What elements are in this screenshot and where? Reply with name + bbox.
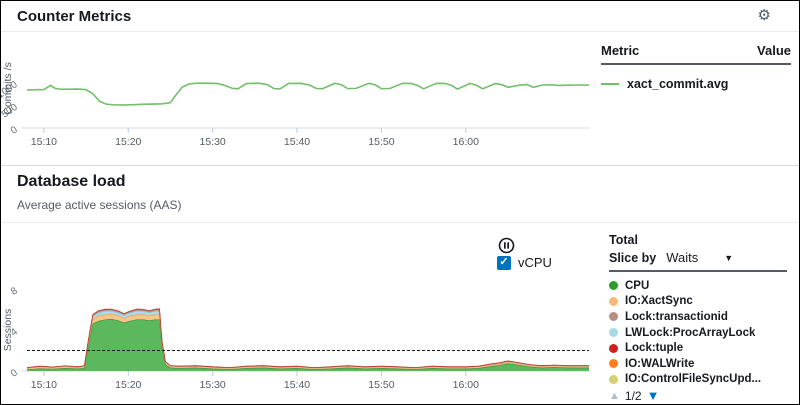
slice-by-label: Slice by [609, 250, 657, 265]
wait-legend-item[interactable]: LWLock:ProcArrayLock [609, 325, 787, 341]
wait-color-dot-icon [609, 374, 618, 384]
wait-label: IO:ControlFileSyncUpd... [625, 373, 762, 386]
counter-metrics-chart[interactable]: 15:10 15:20 15:30 15:40 15:50 16:0005001000Co… [1, 34, 601, 161]
database-load-subtitle: Average active sessions (AAS) [17, 198, 182, 212]
wait-color-dot-icon [609, 312, 618, 322]
page-indicator: 1/2 [624, 388, 642, 403]
wait-legend-item[interactable]: IO:XactSync [609, 294, 787, 310]
page-down-icon[interactable]: ▼ [646, 388, 660, 403]
svg-text:Sessions: Sessions [2, 309, 14, 352]
svg-text:15:20: 15:20 [115, 136, 141, 148]
slice-by-row: Slice by Waits ▼ [609, 250, 733, 265]
section-divider [1, 165, 799, 166]
wait-legend-item[interactable]: Lock:tuple [609, 340, 787, 356]
counter-legend-item[interactable]: xact_commit.avg [601, 77, 791, 91]
metric-column-header: Metric [601, 43, 640, 58]
wait-legend-item[interactable]: Lock:transactionid [609, 309, 787, 325]
wait-label: CPU [625, 279, 650, 292]
svg-text:4: 4 [9, 326, 20, 338]
svg-text:15:30: 15:30 [200, 136, 226, 148]
svg-text:0: 0 [9, 124, 20, 136]
svg-text:15:20: 15:20 [115, 379, 141, 391]
wait-color-dot-icon [609, 343, 618, 353]
wait-label: Lock:transactionid [625, 310, 728, 323]
svg-text:15:30: 15:30 [200, 379, 226, 391]
wait-legend-item[interactable]: IO:ControlFileSyncUpd... [609, 372, 787, 388]
wait-color-dot-icon [609, 328, 618, 338]
slice-by-select[interactable]: Waits ▼ [666, 250, 733, 265]
wait-label: Lock:tuple [625, 342, 684, 355]
svg-text:15:10: 15:10 [31, 136, 57, 148]
svg-text:16:00: 16:00 [453, 379, 479, 391]
wait-color-dot-icon [609, 281, 618, 291]
page-title: Counter Metrics [17, 8, 131, 26]
vcpu-toggle: ✓ vCPU [497, 255, 552, 270]
waits-legend: CPU IO:XactSync Lock:transactionid LWLock:P… [609, 278, 787, 387]
controls-underline [609, 270, 787, 272]
svg-text:15:40: 15:40 [284, 136, 310, 148]
value-column-header: Value [757, 43, 791, 58]
settings-gear-icon[interactable]: ⚙ [757, 7, 771, 24]
counter-legend-header: Metric Value [601, 43, 791, 65]
vcpu-label: vCPU [518, 255, 552, 270]
wait-legend-item[interactable]: IO:WALWrite [609, 356, 787, 372]
wait-legend-item[interactable]: CPU [609, 278, 787, 294]
database-load-chart[interactable]: 15:10 15:20 15:30 15:40 15:50 16:00 0 4 8 Session… [1, 273, 601, 405]
slice-by-value: Waits [666, 250, 699, 265]
svg-text:8: 8 [9, 285, 20, 297]
svg-text:15:50: 15:50 [368, 379, 394, 391]
wait-label: IO:XactSync [625, 295, 693, 308]
caret-down-icon: ▼ [724, 252, 734, 263]
page-up-icon[interactable]: ▲ [609, 389, 620, 402]
counter-legend: Metric Value xact_commit.avg [601, 43, 791, 91]
svg-text:16:00: 16:00 [453, 136, 479, 148]
total-label: Total [609, 233, 638, 247]
load-header-divider [1, 222, 799, 223]
wait-color-dot-icon [609, 296, 618, 306]
legend-pagination: ▲ 1/2 ▼ [609, 388, 659, 403]
counter-metrics-title: Counter Metrics [17, 8, 132, 25]
svg-text:Commits /s: Commits /s [2, 62, 14, 115]
svg-text:15:50: 15:50 [368, 136, 394, 148]
svg-text:15:40: 15:40 [284, 379, 310, 391]
counter-metric-name: xact_commit.avg [627, 77, 729, 91]
header-divider [1, 31, 799, 32]
wait-label: IO:WALWrite [625, 357, 695, 370]
svg-text:15:10: 15:10 [31, 379, 57, 391]
wait-label: LWLock:ProcArrayLock [625, 326, 756, 339]
line-swatch-icon [601, 83, 619, 85]
wait-color-dot-icon [609, 359, 618, 369]
database-load-title: Database load [17, 173, 126, 190]
pause-icon[interactable] [498, 237, 515, 254]
svg-text:0: 0 [9, 367, 20, 379]
vcpu-checkbox[interactable]: ✓ [497, 255, 511, 270]
